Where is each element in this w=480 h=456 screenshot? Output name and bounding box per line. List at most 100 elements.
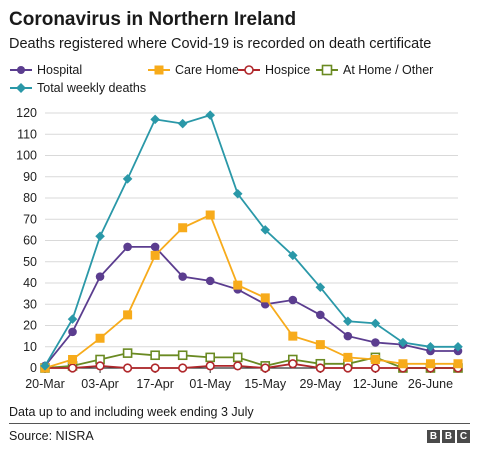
data-point-hospice bbox=[370, 363, 381, 373]
data-point-total bbox=[95, 231, 105, 242]
data-point-hospice bbox=[95, 361, 105, 371]
series-line-care-home bbox=[44, 213, 458, 369]
y-tick-label: 30 bbox=[23, 297, 37, 311]
legend-marker-hospice bbox=[238, 65, 260, 75]
y-tick-label: 120 bbox=[16, 106, 37, 120]
data-point-hospice bbox=[205, 361, 215, 371]
y-tick-label: 100 bbox=[16, 149, 37, 163]
data-point-care-home bbox=[178, 223, 188, 233]
data-point-at-home bbox=[205, 352, 215, 363]
series-line-total bbox=[44, 113, 458, 367]
x-tick-label: 15-May bbox=[244, 377, 286, 391]
legend-marker-total bbox=[10, 83, 32, 93]
data-point-total bbox=[177, 118, 188, 129]
legend-item-care-home: Care Home bbox=[148, 60, 239, 80]
data-point-total bbox=[205, 110, 215, 120]
y-tick-label: 10 bbox=[23, 340, 37, 354]
legend-label-at-home: At Home / Other bbox=[343, 63, 434, 77]
legend: Hospital Care Home Hospice At Home / Oth… bbox=[10, 60, 470, 100]
data-point-care-home bbox=[370, 355, 380, 364]
legend-label-hospice: Hospice bbox=[265, 63, 311, 77]
bbc-logo: B B C bbox=[427, 430, 470, 443]
legend-marker-care-home bbox=[148, 65, 170, 75]
data-point-care-home bbox=[123, 310, 133, 320]
data-point-care-home bbox=[233, 280, 243, 290]
y-tick-label: 70 bbox=[23, 212, 37, 226]
series-line-hospice bbox=[45, 362, 458, 369]
data-point-total bbox=[370, 318, 381, 329]
data-point-at-home bbox=[122, 348, 133, 358]
data-point-total bbox=[122, 174, 133, 184]
x-tick-label: 03-Apr bbox=[81, 377, 119, 391]
legend-label-total: Total weekly deaths bbox=[37, 81, 147, 95]
y-tick-label: 90 bbox=[23, 170, 37, 184]
data-point-care-home bbox=[398, 359, 408, 369]
y-tick-label: 20 bbox=[23, 319, 37, 333]
series-line-at-home bbox=[44, 352, 458, 369]
data-point-total bbox=[288, 250, 298, 261]
data-point-total bbox=[343, 316, 353, 327]
data-point-hospital bbox=[95, 272, 105, 281]
data-point-hospital bbox=[205, 276, 215, 286]
data-point-hospice bbox=[233, 361, 243, 371]
x-tick-label: 12-June bbox=[353, 377, 398, 391]
y-tick-label: 80 bbox=[23, 191, 37, 205]
bbc-logo-letter: B bbox=[427, 430, 440, 443]
source-text: Source: NISRA bbox=[9, 429, 94, 443]
data-point-at-home bbox=[150, 350, 160, 361]
data-point-total bbox=[232, 188, 243, 199]
data-point-care-home bbox=[205, 210, 215, 220]
y-tick-label: 50 bbox=[23, 255, 37, 269]
legend-item-total: Total weekly deaths bbox=[10, 78, 146, 98]
data-point-hospital bbox=[343, 331, 353, 341]
data-point-hospital bbox=[178, 272, 187, 281]
legend-marker-hospital bbox=[10, 66, 32, 74]
legend-item-hospital: Hospital bbox=[10, 60, 82, 80]
data-point-care-home bbox=[425, 359, 435, 369]
legend-label-care-home: Care Home bbox=[175, 63, 239, 77]
data-point-hospice bbox=[67, 363, 78, 373]
data-point-at-home bbox=[232, 352, 243, 363]
data-point-care-home bbox=[150, 250, 160, 260]
data-point-hospital bbox=[288, 295, 298, 305]
data-point-total bbox=[150, 114, 160, 125]
x-tick-label: 01-May bbox=[189, 377, 231, 391]
data-point-care-home bbox=[95, 333, 105, 343]
data-point-total bbox=[398, 337, 408, 348]
data-point-care-home bbox=[343, 352, 353, 362]
data-point-total bbox=[40, 361, 50, 371]
data-point-hospice bbox=[150, 363, 160, 373]
chart-subtitle: Deaths registered where Covid-19 is reco… bbox=[9, 36, 432, 52]
data-note: Data up to and including week ending 3 J… bbox=[9, 405, 254, 419]
data-point-total bbox=[315, 282, 326, 293]
x-tick-label: 20-Mar bbox=[25, 377, 65, 391]
y-tick-label: 40 bbox=[23, 276, 37, 290]
legend-item-hospice: Hospice bbox=[238, 60, 310, 80]
y-tick-label: 60 bbox=[23, 234, 37, 248]
y-tick-label: 110 bbox=[17, 127, 37, 141]
data-point-care-home bbox=[288, 331, 298, 341]
data-point-hospice bbox=[315, 363, 325, 373]
series-line-hospital bbox=[44, 245, 458, 367]
bbc-logo-letter: C bbox=[457, 430, 470, 443]
footer-divider bbox=[9, 423, 470, 424]
bbc-logo-letter: B bbox=[442, 430, 455, 443]
data-point-hospice bbox=[122, 363, 133, 373]
data-point-hospital bbox=[371, 338, 380, 347]
data-point-hospital bbox=[123, 242, 132, 252]
y-tick-label: 0 bbox=[30, 361, 37, 375]
data-point-total bbox=[453, 341, 463, 352]
data-point-hospice bbox=[260, 363, 270, 373]
legend-marker-at-home bbox=[316, 64, 338, 76]
data-point-care-home bbox=[315, 340, 325, 350]
data-point-care-home bbox=[453, 359, 463, 369]
legend-item-at-home: At Home / Other bbox=[316, 60, 433, 80]
x-tick-label: 26-June bbox=[408, 377, 453, 391]
data-point-total bbox=[425, 341, 436, 352]
data-point-at-home bbox=[177, 350, 188, 361]
data-point-hospice bbox=[288, 359, 298, 369]
data-point-hospital bbox=[150, 242, 160, 252]
data-point-total bbox=[260, 225, 271, 235]
chart-title: Coronavirus in Northern Ireland bbox=[9, 9, 297, 30]
data-point-care-home bbox=[260, 293, 270, 303]
